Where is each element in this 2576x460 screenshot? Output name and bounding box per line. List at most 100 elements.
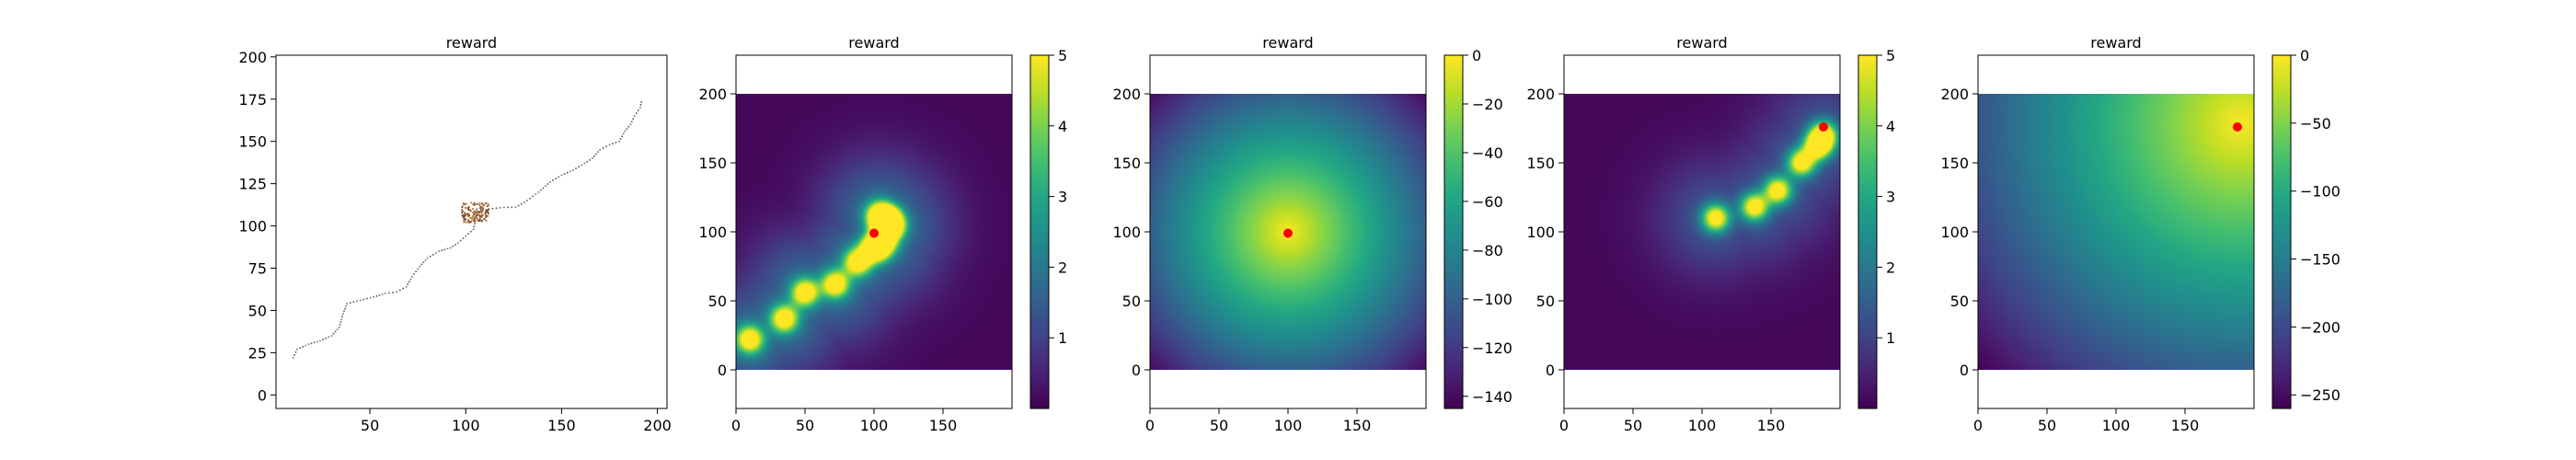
y-tick-label: 0 — [718, 362, 727, 379]
colorbar-tick-label: −80 — [1472, 242, 1503, 259]
x-tick-label: 100 — [860, 417, 889, 434]
trajectory-point — [470, 201, 473, 204]
y-tick-label: 150 — [1526, 155, 1555, 172]
trajectory-point — [409, 278, 412, 281]
trajectory-point — [629, 123, 632, 126]
trajectory-point — [593, 155, 595, 157]
colorbar-tick-label: 4 — [1058, 118, 1067, 135]
y-tick-label: 100 — [698, 224, 727, 241]
trajectory-point — [459, 239, 462, 242]
trajectory-point — [305, 344, 307, 347]
trajectory-point — [473, 218, 476, 221]
trajectory-point — [637, 109, 639, 111]
trajectory-point — [474, 223, 476, 224]
trajectory-point — [467, 219, 470, 222]
trajectory-point — [334, 330, 337, 333]
y-tick-label: 100 — [238, 218, 267, 236]
trajectory-point — [398, 289, 401, 292]
trajectory-point — [465, 235, 467, 237]
y-tick-label: 0 — [1960, 362, 1969, 379]
trajectory-point — [405, 285, 408, 288]
trajectory-point — [470, 216, 473, 219]
trajectory-point — [621, 135, 623, 137]
trajectory-point — [549, 180, 551, 183]
trajectory-point — [463, 218, 466, 221]
trajectory-point — [349, 302, 351, 304]
trajectory-point — [602, 147, 604, 149]
trajectory-point — [470, 230, 472, 233]
colorbar-tick-label: −250 — [2300, 386, 2340, 404]
x-tick-label: 0 — [1145, 417, 1155, 434]
trajectory-point — [529, 197, 531, 200]
trajectory-point — [343, 310, 345, 313]
trajectory-point — [532, 195, 534, 198]
y-tick-label: 0 — [258, 386, 267, 404]
trajectory-point — [378, 294, 381, 296]
trajectory-point — [313, 341, 316, 344]
trajectory-point — [402, 287, 404, 290]
y-tick-label: 200 — [698, 86, 727, 103]
colorbar-tick-label: 3 — [1058, 189, 1067, 206]
trajectory-point — [419, 265, 421, 268]
trajectory-point — [441, 249, 443, 252]
trajectory-point — [470, 220, 473, 223]
trajectory-point — [608, 144, 611, 146]
x-tick-label: 50 — [796, 417, 814, 434]
trajectory-point — [486, 209, 489, 212]
panel-5: 0 50 100 150 0 50 100 150 200 reward 0 −50 −100 −150 −… — [1940, 34, 2340, 434]
trajectory-point — [599, 149, 601, 151]
y-tick-label: 50 — [1950, 293, 1969, 310]
trajectory-point — [483, 218, 486, 220]
trajectory-point — [597, 151, 599, 153]
trajectory-point — [466, 215, 469, 218]
trajectory-point — [474, 210, 477, 213]
colorbar-frame — [2271, 54, 2292, 409]
trajectory-point — [474, 220, 477, 223]
trajectory-point — [359, 299, 362, 302]
trajectory-point — [330, 335, 333, 337]
trajectory-point — [463, 202, 466, 205]
trajectory-point — [472, 207, 475, 210]
trajectory-point — [581, 164, 583, 167]
y-tick-label: 150 — [1112, 155, 1141, 172]
trajectory-point — [482, 202, 484, 205]
chart-title: reward — [446, 34, 497, 52]
colorbar: 0 −20 −40 −60 −80 −100 −120 −140 — [1443, 47, 1512, 409]
goal-marker — [869, 228, 879, 238]
trajectory-point — [474, 213, 477, 215]
colorbar-gradient — [2272, 55, 2291, 408]
colorbar-frame — [1443, 54, 1464, 409]
goal-marker — [1283, 228, 1293, 238]
trajectory-point — [473, 225, 476, 227]
trajectory-point — [476, 208, 478, 211]
trajectory-point — [465, 213, 467, 216]
trajectory-point — [467, 209, 470, 212]
trajectory-point — [464, 203, 466, 205]
trajectory-point — [449, 247, 452, 249]
trajectory-point — [503, 206, 505, 209]
trajectory-point — [478, 218, 481, 221]
trajectory-point — [540, 189, 542, 191]
trajectory-point — [487, 214, 489, 217]
trajectory-point — [426, 257, 429, 259]
trajectory-point — [569, 170, 571, 173]
trajectory-point — [417, 268, 419, 270]
trajectory-point — [477, 219, 479, 221]
trajectory-point — [481, 220, 484, 223]
trajectory-point — [373, 295, 375, 298]
trajectory-point — [408, 281, 410, 283]
x-tick-label: 0 — [731, 417, 741, 434]
trajectory-point — [485, 202, 487, 204]
trajectory-point — [558, 176, 560, 178]
trajectory-point — [583, 162, 586, 165]
colorbar-tick-label: −20 — [1472, 96, 1503, 113]
trajectory-point — [366, 297, 368, 300]
trajectory-point — [499, 207, 501, 209]
trajectory-point — [454, 243, 456, 246]
trajectory-point — [342, 313, 344, 315]
trajectory-point — [560, 174, 563, 177]
trajectory-point — [481, 205, 483, 208]
trajectory-point — [420, 263, 423, 266]
y-tick-label: 175 — [238, 91, 267, 109]
trajectory-point — [356, 300, 358, 303]
